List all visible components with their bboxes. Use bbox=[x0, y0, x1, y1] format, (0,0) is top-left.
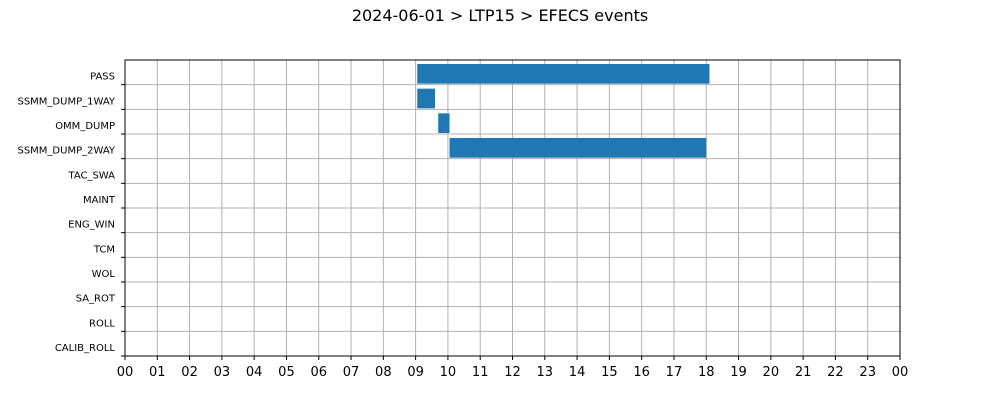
x-tick-label: 14 bbox=[569, 365, 586, 380]
x-axis: 00 01 02 03 04 05 06 07 08 09 10 11 12 13 14 15 16 17 18 19… bbox=[117, 356, 909, 380]
bar-layer bbox=[417, 64, 710, 158]
x-tick-label: 05 bbox=[278, 365, 295, 380]
x-tick-label: 11 bbox=[472, 365, 489, 380]
x-tick-label: 23 bbox=[859, 365, 876, 380]
grid-layer bbox=[124, 60, 901, 357]
y-tick-label: SSMM_DUMP_2WAY bbox=[17, 146, 115, 157]
x-tick-label: 16 bbox=[633, 365, 650, 380]
x-tick-label: 02 bbox=[181, 365, 198, 380]
event-bar bbox=[417, 88, 435, 109]
y-tick-label: SA_ROT bbox=[76, 294, 116, 305]
x-tick-label: 22 bbox=[827, 365, 844, 380]
x-tick-label: 18 bbox=[698, 365, 715, 380]
x-tick-label: 21 bbox=[795, 365, 812, 380]
y-tick-label: ENG_WIN bbox=[68, 220, 115, 231]
y-axis: PASS SSMM_DUMP_1WAY OMM_DUMP SSMM_DUMP_2WAY… bbox=[17, 72, 125, 357]
y-tick-label: OMM_DUMP bbox=[55, 121, 115, 132]
x-tick-label: 09 bbox=[407, 365, 424, 380]
x-tick-label: 13 bbox=[537, 365, 554, 380]
y-tick-label: ROLL bbox=[89, 318, 115, 329]
x-tick-label: 12 bbox=[504, 365, 521, 380]
x-tick-label: 00 bbox=[117, 365, 134, 380]
x-tick-label: 04 bbox=[246, 365, 263, 380]
x-tick-label: 17 bbox=[666, 365, 683, 380]
x-tick-label: 01 bbox=[149, 365, 166, 380]
event-bar bbox=[449, 138, 707, 158]
x-tick-label: 03 bbox=[214, 365, 231, 380]
y-tick-label: PASS bbox=[90, 72, 115, 83]
x-tick-label: 00 bbox=[892, 365, 909, 380]
x-tick-label: 10 bbox=[440, 365, 457, 380]
x-tick-label: 06 bbox=[310, 365, 327, 380]
y-tick-label: TCM bbox=[93, 244, 115, 255]
y-tick-label: WOL bbox=[92, 269, 116, 280]
y-tick-label: CALIB_ROLL bbox=[55, 343, 116, 354]
x-tick-label: 19 bbox=[730, 365, 747, 380]
event-bar bbox=[438, 113, 450, 133]
chart-title: 2024-06-01 > LTP15 > EFECS events bbox=[351, 6, 649, 25]
x-tick-label: 07 bbox=[343, 365, 360, 380]
x-tick-label: 20 bbox=[763, 365, 780, 380]
x-tick-label: 15 bbox=[601, 365, 618, 380]
x-tick-label: 08 bbox=[375, 365, 392, 380]
event-bar bbox=[417, 64, 710, 84]
y-tick-label: SSMM_DUMP_1WAY bbox=[17, 96, 115, 107]
y-tick-label: MAINT bbox=[83, 195, 116, 206]
y-tick-label: TAC_SWA bbox=[67, 170, 115, 181]
